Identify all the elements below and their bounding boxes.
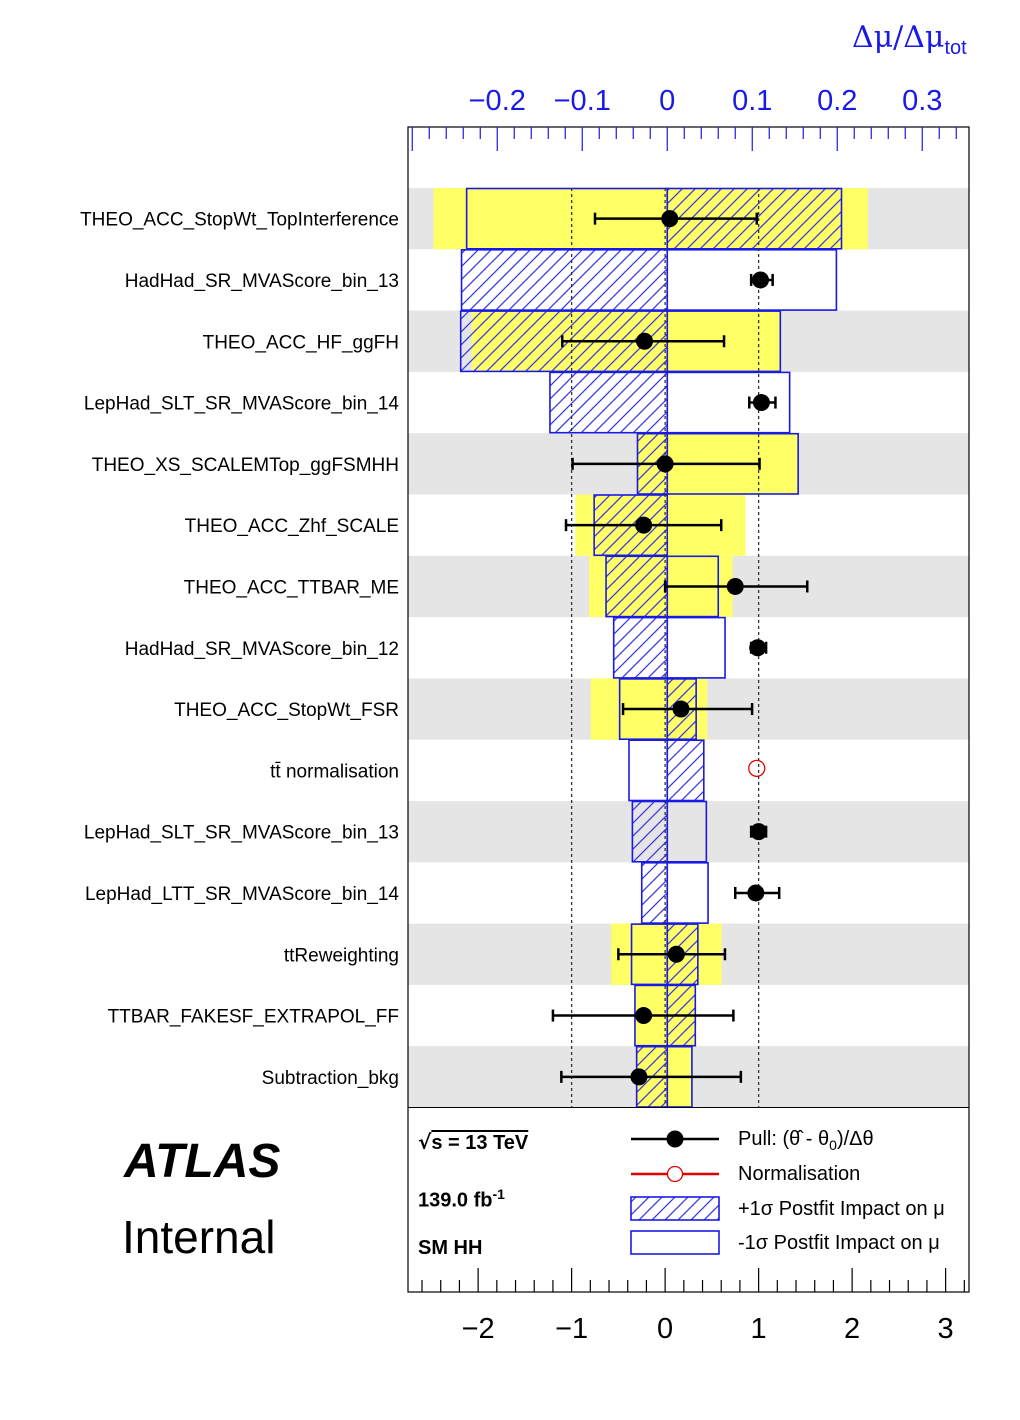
parameter-label-theo-acc-hf-ggfh: THEO_ACC_HF_ggFH <box>203 332 399 353</box>
pull-marker-theo-acc-stopwt-topinterference <box>661 210 679 228</box>
parameter-label-theo-acc-ttbar-me: THEO_ACC_TTBAR_ME <box>184 577 399 598</box>
pull-marker-hadhad-sr-mvascore-bin-12 <box>749 639 767 657</box>
parameter-label-theo-xs-scalemtop-ggfsmhh: THEO_XS_SCALEMTop_ggFSMHH <box>92 455 399 476</box>
minus-impact-bar-hadhad-sr-mvascore-bin-12 <box>666 616 726 679</box>
plus-impact-bar-theo-acc-ttbar-me <box>605 555 669 618</box>
top-axis-tick-label: 0.2 <box>817 85 857 117</box>
plus-impact-bar-lephad-slt-sr-mvascore-bin-13 <box>631 800 669 863</box>
pull-marker-ttreweighting <box>667 945 685 963</box>
process-label: SM HH <box>418 1237 483 1259</box>
bottom-axis-tick-label: 2 <box>844 1313 860 1345</box>
plot-frame <box>407 126 970 1293</box>
minus-impact-bar-lephad-ltt-sr-mvascore-bin-14 <box>666 861 709 924</box>
plus-impact-bar-lephad-slt-sr-mvascore-bin-14 <box>549 371 669 434</box>
top-axis-tick-label: 0 <box>659 85 675 117</box>
pull-marker-ttbar-fakesf-extrapol-ff <box>635 1007 653 1025</box>
parameter-label-theo-acc-zhf-scale: THEO_ACC_Zhf_SCALE <box>185 516 399 537</box>
parameter-label-lephad-ltt-sr-mvascore-bin-14: LepHad_LTT_SR_MVAScore_bin_14 <box>85 884 399 905</box>
legend-pull-label: Pull: (θ̂ - θ0)/Δθ <box>738 1128 874 1153</box>
bottom-axis-tick-label: −1 <box>555 1313 588 1345</box>
parameter-label-lephad-slt-sr-mvascore-bin-14: LepHad_SLT_SR_MVAScore_bin_14 <box>84 394 400 415</box>
plus-impact-bar-lephad-ltt-sr-mvascore-bin-14 <box>640 861 669 924</box>
legend-minus-impact-label: -1σ Postfit Impact on μ <box>738 1232 940 1254</box>
legend-pull-marker <box>666 1130 684 1148</box>
parameter-label-theo-acc-stopwt-topinterference: THEO_ACC_StopWt_TopInterference <box>80 210 399 231</box>
parameter-label-ttbar-fakesf-extrapol-ff: TTBAR_FAKESF_EXTRAPOL_FF <box>108 1007 399 1028</box>
plus-impact-bar-hadhad-sr-mvascore-bin-13 <box>460 249 669 311</box>
minus-impact-bar-tt-normalisation <box>628 739 669 802</box>
pull-marker-theo-xs-scalemtop-ggfsmhh <box>656 455 674 473</box>
top-axis-tick-label: 0.3 <box>902 85 942 117</box>
parameter-label-hadhad-sr-mvascore-bin-12: HadHad_SR_MVAScore_bin_12 <box>125 639 399 660</box>
sqrt-s-label: √s = 13 TeV <box>418 1130 529 1154</box>
legend-normalisation-marker <box>666 1165 684 1183</box>
bottom-axis-tick-label: 0 <box>657 1313 673 1345</box>
pull-marker-lephad-slt-sr-mvascore-bin-14 <box>752 394 770 412</box>
pull-marker-theo-acc-stopwt-fsr <box>672 700 690 718</box>
pull-marker-lephad-slt-sr-mvascore-bin-13 <box>750 823 768 841</box>
legend-plus-impact-swatch <box>630 1196 720 1221</box>
top-axis-tick-label: 0.1 <box>732 85 772 117</box>
legend-plus-impact-label: +1σ Postfit Impact on μ <box>738 1198 945 1220</box>
pull-marker-subtraction-bkg <box>630 1068 648 1086</box>
parameter-label-hadhad-sr-mvascore-bin-13: HadHad_SR_MVAScore_bin_13 <box>125 271 399 292</box>
parameter-label-theo-acc-stopwt-fsr: THEO_ACC_StopWt_FSR <box>174 700 399 721</box>
pull-marker-theo-acc-zhf-scale <box>635 516 653 534</box>
plus-impact-bar-hadhad-sr-mvascore-bin-12 <box>612 616 669 679</box>
pull-marker-theo-acc-ttbar-me <box>726 577 744 595</box>
experiment-label: ATLAS <box>124 1135 281 1188</box>
pull-marker-hadhad-sr-mvascore-bin-13 <box>751 271 769 289</box>
normalisation-marker-tt-normalisation <box>748 759 766 777</box>
plus-impact-bar-tt-normalisation <box>666 739 705 802</box>
legend-normalisation-label: Normalisation <box>738 1163 861 1185</box>
bottom-axis-tick-label: 1 <box>751 1313 767 1345</box>
parameter-label-subtraction-bkg: Subtraction_bkg <box>262 1068 399 1089</box>
luminosity-label: 139.0 fb-1 <box>418 1186 505 1212</box>
bottom-axis-tick-label: 3 <box>938 1313 954 1345</box>
legend-minus-impact-swatch <box>630 1230 720 1255</box>
top-axis-tick-label: −0.2 <box>469 85 526 117</box>
parameter-label-tt-normalisation: tt̄ normalisation <box>270 761 399 782</box>
top-axis-tick-label: −0.1 <box>554 85 611 117</box>
pull-marker-theo-acc-hf-ggfh <box>636 332 654 350</box>
status-label: Internal <box>122 1211 276 1263</box>
bottom-axis-tick-label: −2 <box>462 1313 495 1345</box>
parameter-label-lephad-slt-sr-mvascore-bin-13: LepHad_SLT_SR_MVAScore_bin_13 <box>84 823 399 844</box>
pull-marker-lephad-ltt-sr-mvascore-bin-14 <box>747 884 765 902</box>
row-stripe <box>408 801 969 863</box>
top-axis-title: Δμ/Δμtot <box>852 20 967 59</box>
parameter-label-ttreweighting: ttReweighting <box>284 945 399 966</box>
